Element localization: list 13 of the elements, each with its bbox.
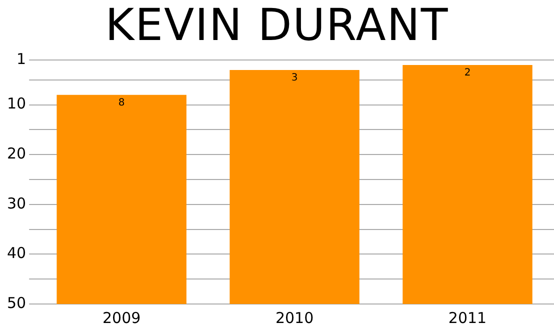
chart-title: KEVIN DURANT (104, 0, 450, 51)
data-label: 2 (464, 68, 471, 79)
y-tick-label: 10 (6, 94, 26, 113)
y-tick-label: 20 (6, 144, 26, 163)
y-tick-label: 50 (6, 294, 26, 312)
x-tick-label: 2011 (448, 308, 487, 327)
y-tick-label: 1 (16, 50, 26, 68)
x-tick-label: 2009 (102, 308, 141, 327)
data-label: 3 (291, 72, 298, 84)
y-tick-label: 30 (6, 194, 26, 212)
y-tick-label: 40 (6, 244, 26, 262)
x-tick-label: 2010 (275, 308, 314, 327)
data-label: 8 (118, 97, 125, 108)
